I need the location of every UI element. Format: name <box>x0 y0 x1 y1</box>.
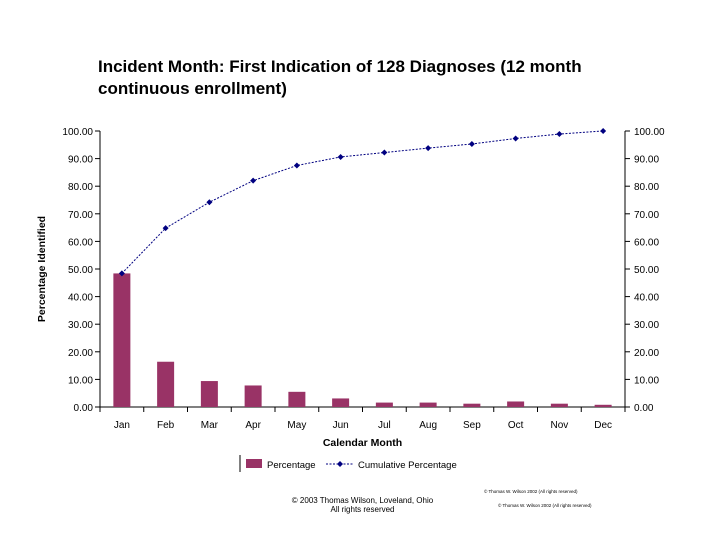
bar <box>288 391 306 407</box>
x-tick-label: May <box>287 420 306 431</box>
cumulative-point <box>425 145 432 152</box>
right-y-tick-label: 40.00 <box>634 293 659 304</box>
x-tick-label: Jan <box>114 420 130 431</box>
left-y-tick-label: 40.00 <box>68 293 93 304</box>
cumulative-point <box>381 149 388 156</box>
y-axis-title: Percentage Identified <box>36 216 48 322</box>
x-tick-label: Sep <box>463 420 481 431</box>
cumulative-point <box>118 270 125 277</box>
x-tick-label: Jul <box>378 420 391 431</box>
legend-line-marker <box>337 461 343 467</box>
bar <box>507 401 525 407</box>
bar <box>200 381 218 407</box>
x-tick-label: Aug <box>419 420 437 431</box>
copyright-line-1: © 2003 Thomas Wilson, Loveland, Ohio <box>291 496 434 505</box>
bar <box>419 402 437 407</box>
cumulative-point <box>250 177 257 184</box>
legend-bar-label: Percentage <box>267 460 316 471</box>
right-y-tick-label: 80.00 <box>634 182 659 193</box>
left-y-tick-label: 90.00 <box>68 155 93 166</box>
right-y-tick-label: 30.00 <box>634 320 659 331</box>
legend-bar-swatch <box>246 459 262 468</box>
right-y-tick-label: 50.00 <box>634 265 659 276</box>
left-y-tick-label: 70.00 <box>68 210 93 221</box>
small-copyright-notice-2: © Thomas W. Wilson 2002 (All rights rese… <box>498 503 592 508</box>
right-y-tick-label: 20.00 <box>634 348 659 359</box>
bar <box>113 273 131 407</box>
x-axis-title: Calendar Month <box>323 437 402 449</box>
x-tick-label: Jun <box>333 420 349 431</box>
copyright-footer: © 2003 Thomas Wilson, Loveland, Ohio All… <box>250 496 475 514</box>
right-y-tick-label: 90.00 <box>634 155 659 166</box>
left-y-tick-label: 100.00 <box>62 127 93 138</box>
right-y-tick-label: 70.00 <box>634 210 659 221</box>
cumulative-point <box>600 128 607 134</box>
small-copyright-notice-1: © Thomas W. Wilson 2002 (All rights rese… <box>484 489 578 494</box>
cumulative-point <box>512 135 519 142</box>
x-tick-label: Oct <box>508 420 524 431</box>
bar <box>157 361 175 407</box>
cumulative-point <box>337 153 344 160</box>
x-tick-label: Feb <box>157 420 175 431</box>
cumulative-point <box>468 140 475 147</box>
bar <box>244 385 262 407</box>
cumulative-point <box>206 199 213 206</box>
left-y-tick-label: 0.00 <box>74 403 94 414</box>
left-y-tick-label: 80.00 <box>68 182 93 193</box>
cumulative-point <box>556 131 563 138</box>
left-y-tick-label: 10.00 <box>68 375 93 386</box>
bar <box>594 404 612 407</box>
x-tick-label: Mar <box>201 420 219 431</box>
copyright-line-2: All rights reserved <box>330 505 395 514</box>
cumulative-point <box>293 162 300 169</box>
left-y-tick-label: 50.00 <box>68 265 93 276</box>
left-y-tick-label: 20.00 <box>68 348 93 359</box>
right-y-tick-label: 60.00 <box>634 237 659 248</box>
bar <box>332 398 350 407</box>
x-tick-label: Dec <box>594 420 612 431</box>
bar <box>463 403 481 407</box>
chart-title: Incident Month: First Indication of 128 … <box>98 57 582 98</box>
right-y-tick-label: 10.00 <box>634 375 659 386</box>
x-tick-label: Apr <box>245 420 261 431</box>
legend-line-label: Cumulative Percentage <box>358 460 457 471</box>
right-y-tick-label: 100.00 <box>634 127 665 138</box>
cumulative-line <box>121 130 604 274</box>
bar <box>375 402 393 407</box>
cumulative-point <box>162 225 169 232</box>
right-y-tick-label: 0.00 <box>634 403 654 414</box>
bar <box>550 403 568 407</box>
x-tick-label: Nov <box>550 420 568 431</box>
left-y-tick-label: 30.00 <box>68 320 93 331</box>
left-y-tick-label: 60.00 <box>68 237 93 248</box>
